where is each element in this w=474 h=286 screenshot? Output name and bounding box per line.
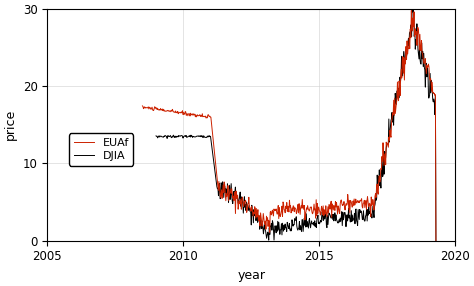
DJIA [211, 160, 217, 163]
EUAf [273, 207, 279, 211]
Legend: EUAf, DJIA: EUAf, DJIA [69, 133, 133, 166]
EUAf [252, 207, 258, 210]
DJIA [433, 239, 439, 242]
DJIA [366, 212, 372, 215]
DJIA [203, 136, 209, 139]
DJIA [331, 214, 337, 217]
Y-axis label: price: price [4, 109, 17, 140]
EUAf [398, 67, 404, 71]
EUAf [398, 75, 403, 79]
EUAf [161, 108, 167, 111]
DJIA [410, 7, 416, 11]
X-axis label: year: year [237, 269, 265, 282]
EUAf [139, 104, 145, 108]
DJIA [153, 134, 159, 138]
DJIA [275, 220, 281, 223]
EUAf [409, 9, 414, 12]
Line: EUAf: EUAf [142, 11, 436, 241]
EUAf [343, 204, 348, 207]
Line: DJIA: DJIA [156, 9, 436, 241]
DJIA [419, 57, 425, 60]
EUAf [433, 239, 439, 242]
